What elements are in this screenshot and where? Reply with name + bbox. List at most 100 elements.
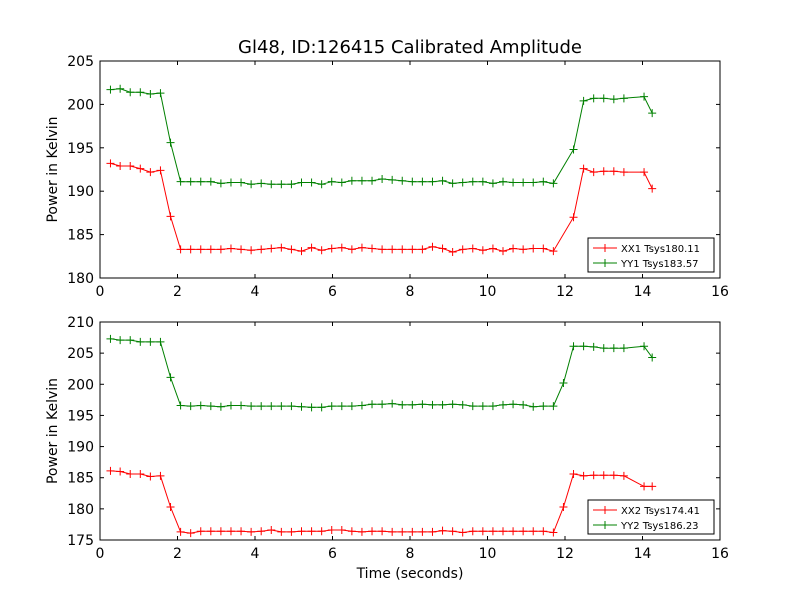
x-tick-label: 0 [96, 546, 105, 562]
data-point [488, 527, 497, 536]
data-point [166, 502, 175, 511]
axes-frame [99, 60, 721, 279]
data-point [347, 402, 356, 411]
data-point [398, 245, 407, 254]
data-point [398, 176, 407, 185]
data-point [398, 400, 407, 409]
data-point [438, 400, 447, 409]
data-point [226, 178, 235, 187]
data-point [337, 402, 346, 411]
data-point [458, 245, 467, 254]
data-point [609, 344, 618, 353]
legend-marker [601, 521, 609, 529]
data-point [216, 245, 225, 254]
data-point [176, 527, 185, 536]
data-point [186, 402, 195, 411]
data-point [287, 245, 296, 254]
data-point [267, 244, 276, 253]
data-point [388, 399, 397, 408]
data-point [509, 527, 518, 536]
y-tick-label: 180 [67, 271, 94, 287]
data-point [237, 245, 246, 254]
y-tick-label: 210 [67, 315, 94, 331]
data-point [408, 527, 417, 536]
data-point [539, 244, 548, 253]
data-point [448, 179, 457, 188]
data-point [529, 244, 538, 253]
data-point [478, 402, 487, 411]
data-point [156, 89, 165, 98]
data-point [297, 247, 306, 256]
legend-marker [601, 244, 609, 252]
data-point [317, 180, 326, 189]
data-point [277, 402, 286, 411]
data-point [539, 527, 548, 536]
data-point [337, 526, 346, 535]
data-point [418, 245, 427, 254]
data-point [589, 471, 598, 480]
data-point [619, 344, 628, 353]
data-point [116, 336, 125, 345]
data-point [468, 402, 477, 411]
data-point [307, 243, 316, 252]
data-point [317, 403, 326, 412]
data-point [619, 168, 628, 177]
data-point [136, 469, 145, 478]
data-point [307, 527, 316, 536]
data-point [327, 177, 336, 186]
data-point [347, 527, 356, 536]
data-point [327, 402, 336, 411]
data-point [488, 402, 497, 411]
legend-label: XX2 Tsys174.41 [621, 506, 700, 517]
data-point [438, 526, 447, 535]
data-point [458, 400, 467, 409]
x-tick-label: 16 [711, 546, 729, 562]
data-point [156, 471, 165, 480]
data-point [237, 401, 246, 410]
legend-label: XX1 Tsys180.11 [621, 244, 700, 255]
data-point [126, 336, 135, 345]
data-point [186, 529, 195, 538]
data-point [247, 527, 256, 536]
data-point [257, 527, 266, 536]
x-tick-label: 6 [328, 546, 337, 562]
data-point [398, 527, 407, 536]
legend: XX2 Tsys174.41 YY2 Tsys186.23 [587, 499, 715, 535]
y-tick-label: 205 [67, 346, 94, 362]
data-point [196, 245, 205, 254]
data-point [156, 337, 165, 346]
data-point [267, 402, 276, 411]
data-point [146, 168, 155, 177]
y-tick-label: 190 [67, 184, 94, 200]
legend-label: YY1 Tsys183.57 [620, 259, 699, 270]
data-point [206, 245, 215, 254]
data-point [488, 244, 497, 253]
data-point [257, 402, 266, 411]
data-point [378, 527, 387, 536]
data-point [186, 177, 195, 186]
data-point [448, 527, 457, 536]
legend-label: YY2 Tsys186.23 [620, 521, 699, 532]
data-point [257, 179, 266, 188]
data-point [609, 95, 618, 104]
data-point [166, 138, 175, 147]
data-point [478, 246, 487, 255]
data-point [337, 178, 346, 187]
data-point [488, 179, 497, 188]
axes-frame [99, 321, 721, 541]
data-point [196, 401, 205, 410]
data-point [458, 178, 467, 187]
data-point [297, 527, 306, 536]
x-tick-label: 8 [406, 546, 415, 562]
data-point [438, 244, 447, 253]
y-tick-label: 185 [67, 228, 94, 244]
data-point [166, 373, 175, 382]
data-point [206, 527, 215, 536]
x-tick-label: 10 [479, 546, 497, 562]
data-point [357, 176, 366, 185]
data-point [509, 400, 518, 409]
data-point [418, 527, 427, 536]
data-point [237, 527, 246, 536]
data-point [428, 527, 437, 536]
data-point [146, 337, 155, 346]
